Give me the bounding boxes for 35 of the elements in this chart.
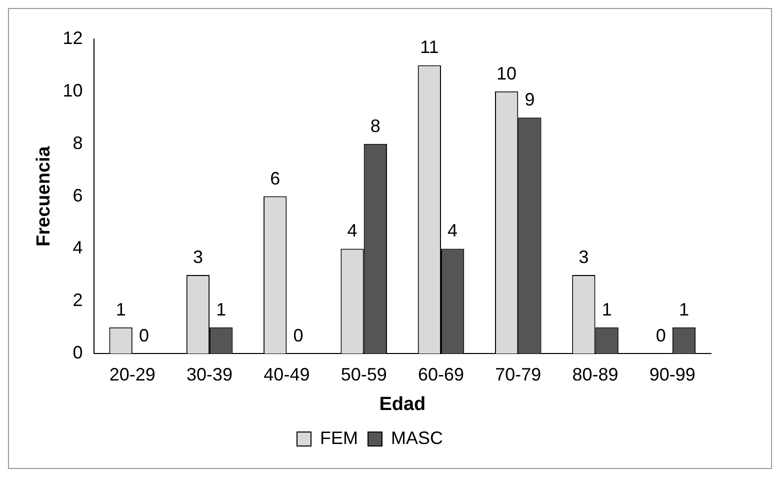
y-tick-label: 8 <box>72 132 83 153</box>
data-label: 10 <box>496 63 517 84</box>
data-label: 3 <box>578 246 589 267</box>
data-label: 4 <box>448 220 458 241</box>
x-axis-title: Edad <box>379 394 426 415</box>
data-label: 1 <box>602 299 612 320</box>
data-label: 0 <box>656 326 666 346</box>
x-tick-label: 30-39 <box>186 364 233 384</box>
data-label: 1 <box>678 299 690 320</box>
data-label: 6 <box>270 168 280 188</box>
x-tick-label: 80-89 <box>572 364 618 384</box>
data-label: 1 <box>116 299 126 320</box>
data-label: 0 <box>293 326 304 346</box>
y-tick-label: 10 <box>62 80 83 100</box>
y-tick-label: 12 <box>62 28 83 48</box>
y-tick-label: 6 <box>72 185 83 206</box>
data-label: 0 <box>138 326 149 346</box>
x-tick-label: 50-59 <box>340 364 387 384</box>
data-label: 11 <box>420 37 439 58</box>
y-tick-label: 4 <box>72 238 83 258</box>
x-tick-label: 70-79 <box>495 364 542 384</box>
x-tick-label: 40-49 <box>264 364 310 384</box>
data-label: 9 <box>524 90 535 110</box>
x-tick-label: 20-29 <box>109 364 156 384</box>
data-label: 1 <box>216 299 226 320</box>
y-axis-title: Frecuencia <box>34 146 55 246</box>
y-tick-label: 2 <box>72 290 83 310</box>
data-label: 4 <box>347 220 358 241</box>
y-tick-label: 0 <box>72 342 83 363</box>
data-label: 3 <box>192 246 203 267</box>
data-label: 8 <box>370 116 380 136</box>
legend-label: FEM <box>320 428 358 448</box>
legend-label: MASC <box>390 428 444 448</box>
x-tick-label: 60-69 <box>418 364 464 384</box>
x-tick-label: 90-99 <box>649 364 696 384</box>
